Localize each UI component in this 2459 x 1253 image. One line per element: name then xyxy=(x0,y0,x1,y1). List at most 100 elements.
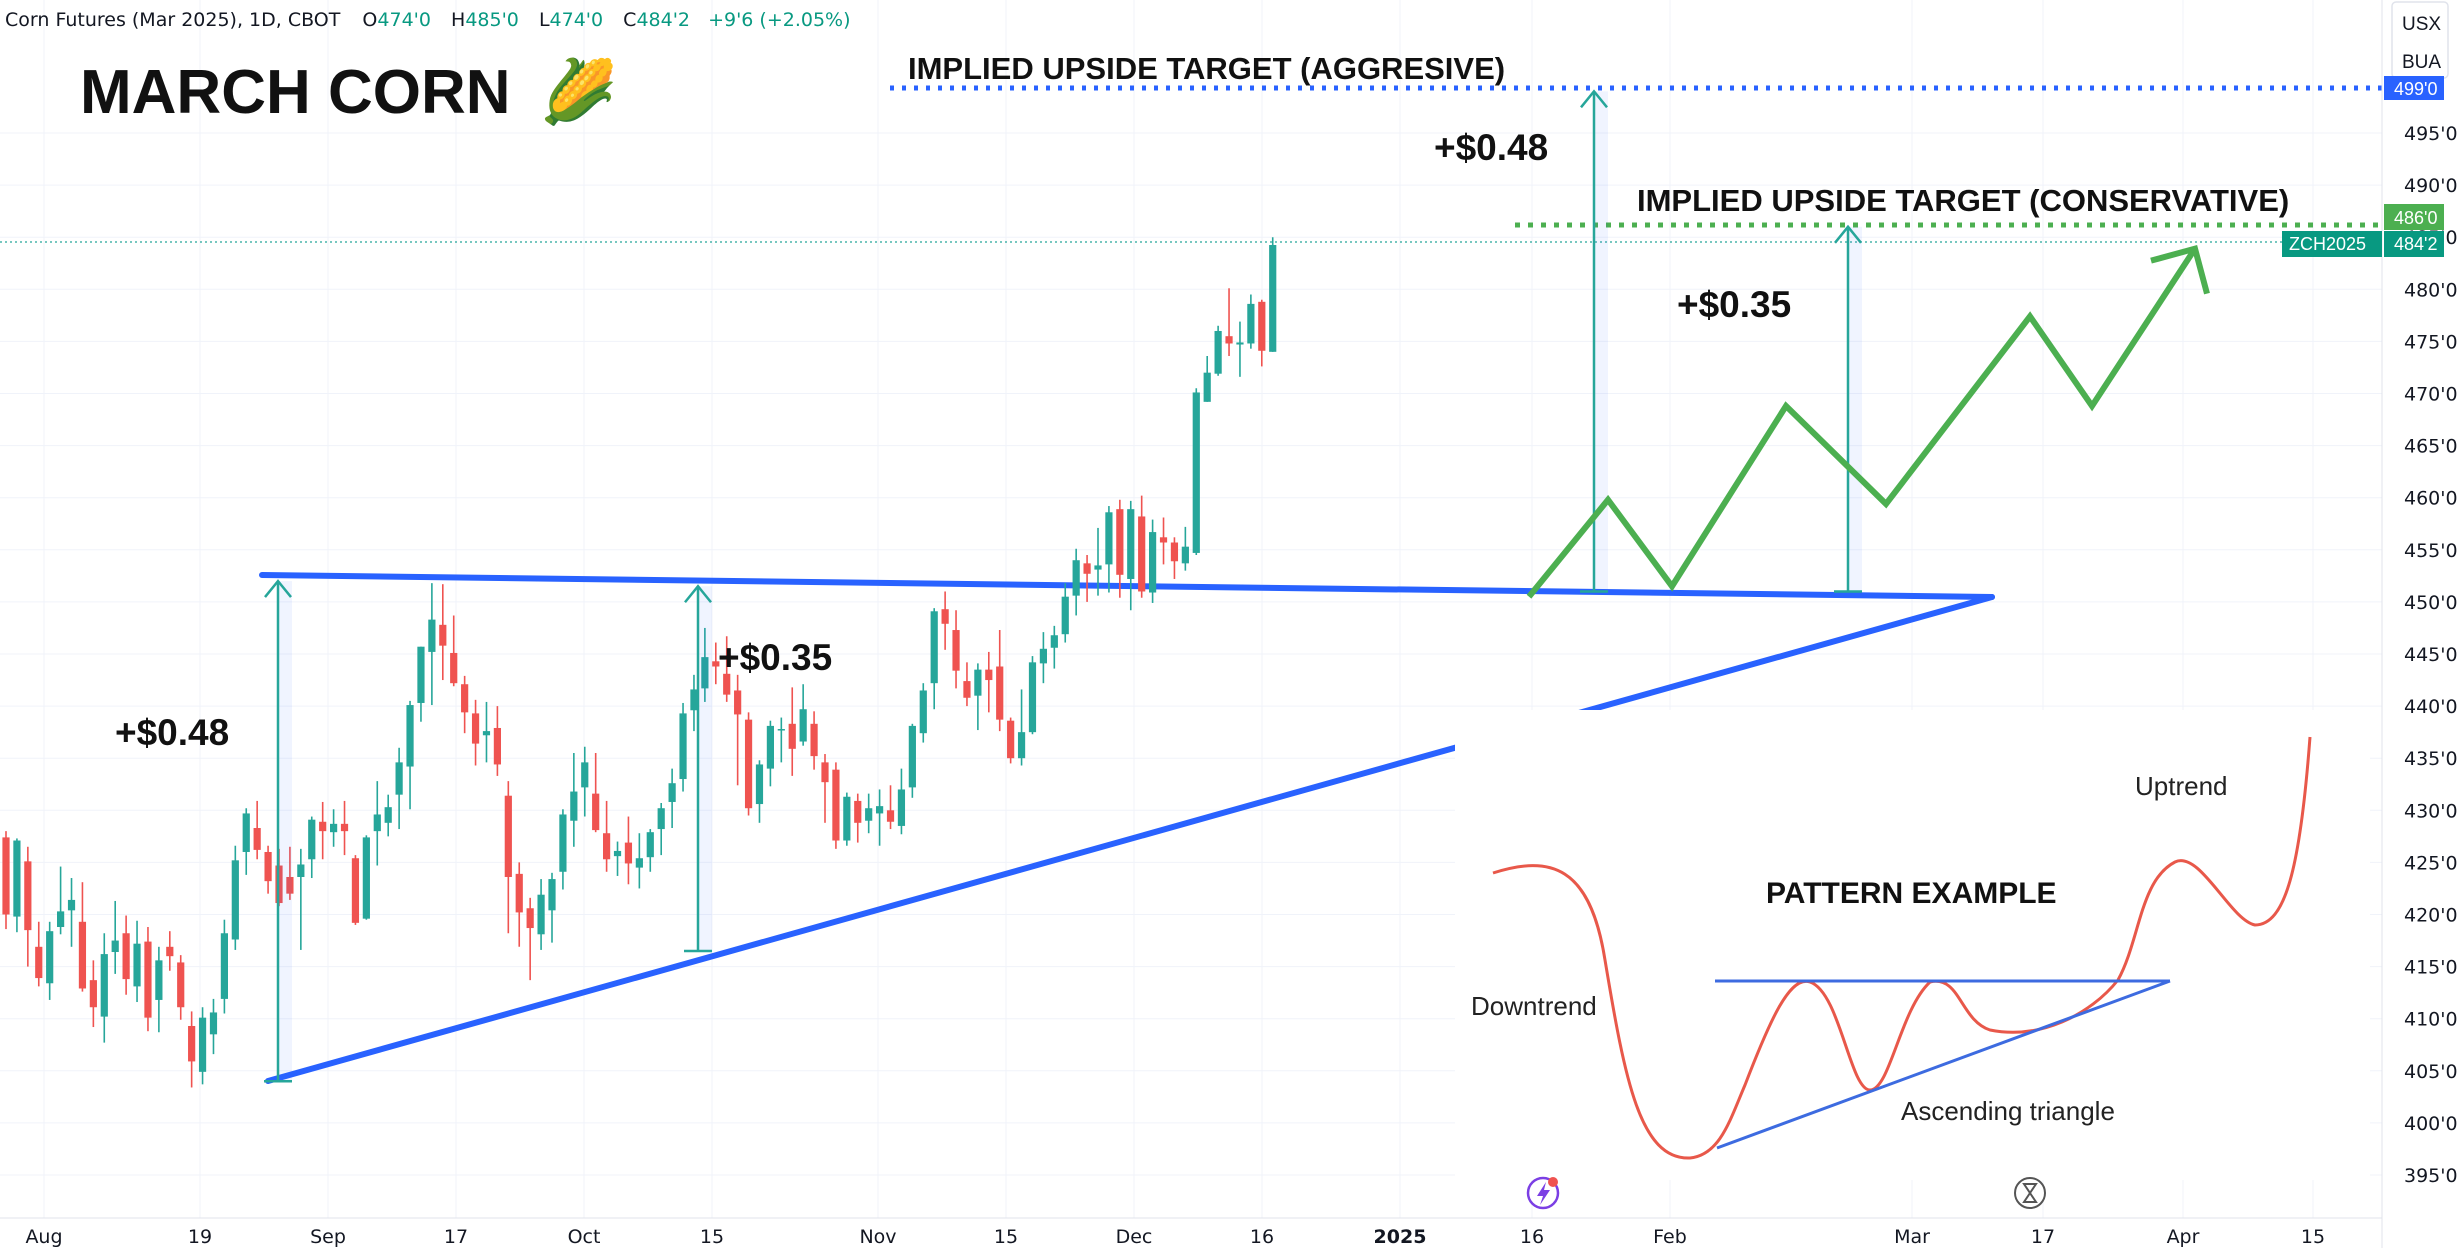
ascending-triangle[interactable] xyxy=(259,572,1995,1084)
candle[interactable] xyxy=(755,760,764,823)
candle[interactable] xyxy=(766,720,774,787)
candle[interactable] xyxy=(821,754,829,823)
candle[interactable] xyxy=(46,921,54,1000)
candle[interactable] xyxy=(1214,325,1222,376)
candle[interactable] xyxy=(24,846,32,967)
candle[interactable] xyxy=(712,642,720,685)
candle[interactable] xyxy=(624,816,633,885)
candle[interactable] xyxy=(78,882,87,992)
hourglass-icon[interactable] xyxy=(2014,1177,2046,1209)
currency-menu[interactable]: USX BUA xyxy=(2391,1,2449,79)
candle[interactable] xyxy=(1050,625,1058,669)
candle[interactable] xyxy=(843,792,851,846)
candle[interactable] xyxy=(919,683,927,743)
candle[interactable] xyxy=(220,919,228,1014)
support-line[interactable] xyxy=(265,594,1995,1084)
candle[interactable] xyxy=(461,675,469,734)
candle[interactable] xyxy=(613,841,622,876)
candle[interactable] xyxy=(963,662,971,707)
candle[interactable] xyxy=(1083,555,1091,602)
candle[interactable] xyxy=(2,831,10,930)
candle[interactable] xyxy=(526,897,534,981)
candle[interactable] xyxy=(1105,506,1113,593)
candle[interactable] xyxy=(57,866,65,935)
candle[interactable] xyxy=(133,920,141,1003)
candle[interactable] xyxy=(657,803,665,856)
candle[interactable] xyxy=(493,706,501,776)
candle[interactable] xyxy=(668,768,676,829)
candle[interactable] xyxy=(231,845,239,950)
candle[interactable] xyxy=(89,960,97,1028)
candle[interactable] xyxy=(166,931,174,971)
candle[interactable] xyxy=(1007,717,1015,764)
candle[interactable] xyxy=(155,946,163,1033)
candle[interactable] xyxy=(1236,321,1244,377)
candle[interactable] xyxy=(1181,526,1189,571)
candle[interactable] xyxy=(482,701,491,763)
price-axis[interactable]: 495'0490'0485'0480'0475'0470'0465'0460'0… xyxy=(2381,0,2458,1248)
candle[interactable] xyxy=(635,833,643,889)
candle[interactable] xyxy=(264,845,272,894)
candle[interactable] xyxy=(406,700,414,810)
candle[interactable] xyxy=(1225,288,1233,356)
candle[interactable] xyxy=(209,998,218,1055)
candle[interactable] xyxy=(253,800,261,860)
candle[interactable] xyxy=(701,627,709,702)
candle[interactable] xyxy=(570,752,578,847)
candle[interactable] xyxy=(952,610,960,689)
candle[interactable] xyxy=(1116,499,1124,598)
candle[interactable] xyxy=(1039,632,1047,684)
candle[interactable] xyxy=(1028,656,1037,735)
candle[interactable] xyxy=(734,674,742,786)
candle[interactable] xyxy=(985,651,993,713)
candle[interactable] xyxy=(351,855,360,925)
candle[interactable] xyxy=(886,785,895,830)
candle[interactable] xyxy=(515,862,523,947)
candle[interactable] xyxy=(471,699,480,766)
candle[interactable] xyxy=(810,711,818,770)
candle[interactable] xyxy=(581,746,589,817)
candle[interactable] xyxy=(897,768,906,835)
resistance-line[interactable] xyxy=(259,572,1995,600)
time-axis[interactable]: Aug 19 Sep 17 Oct 15 Nov 15 Dec 16 2025 16 Feb Mar 17 A… xyxy=(0,1217,2382,1248)
candle[interactable] xyxy=(67,878,76,947)
candle[interactable] xyxy=(1094,527,1102,596)
candle[interactable] xyxy=(428,583,436,706)
candle[interactable] xyxy=(450,615,458,687)
candle[interactable] xyxy=(319,801,327,860)
candle[interactable] xyxy=(1127,500,1135,611)
projection-line[interactable] xyxy=(1526,247,2198,599)
candle[interactable] xyxy=(1247,294,1255,349)
candle[interactable] xyxy=(1258,299,1266,367)
candle[interactable] xyxy=(242,808,250,875)
candle[interactable] xyxy=(1072,548,1080,616)
candle[interactable] xyxy=(854,793,862,843)
candle[interactable] xyxy=(286,846,294,900)
candle[interactable] xyxy=(1017,689,1026,766)
candle[interactable] xyxy=(1159,517,1168,565)
candle[interactable] xyxy=(788,687,796,776)
currency-usx[interactable]: USX xyxy=(2402,14,2441,35)
candle[interactable] xyxy=(679,702,687,792)
candle[interactable] xyxy=(35,921,43,987)
measure-arrow[interactable] xyxy=(264,579,292,1083)
candle[interactable] xyxy=(723,636,731,702)
candle[interactable] xyxy=(799,684,807,746)
measure-arrow[interactable] xyxy=(684,584,712,953)
candle[interactable] xyxy=(340,800,349,856)
lightning-icon[interactable] xyxy=(1526,1176,1560,1210)
candle[interactable] xyxy=(198,1007,207,1085)
currency-bua[interactable]: BUA xyxy=(2402,52,2441,73)
candle[interactable] xyxy=(908,723,916,798)
candle[interactable] xyxy=(559,809,567,890)
candle[interactable] xyxy=(777,717,785,763)
candle[interactable] xyxy=(122,915,130,995)
candle[interactable] xyxy=(100,933,108,1043)
candle[interactable] xyxy=(111,900,119,974)
candle[interactable] xyxy=(996,630,1004,732)
candle[interactable] xyxy=(177,955,185,1020)
candle[interactable] xyxy=(744,712,753,816)
candle[interactable] xyxy=(362,835,370,920)
candle[interactable] xyxy=(690,674,698,732)
